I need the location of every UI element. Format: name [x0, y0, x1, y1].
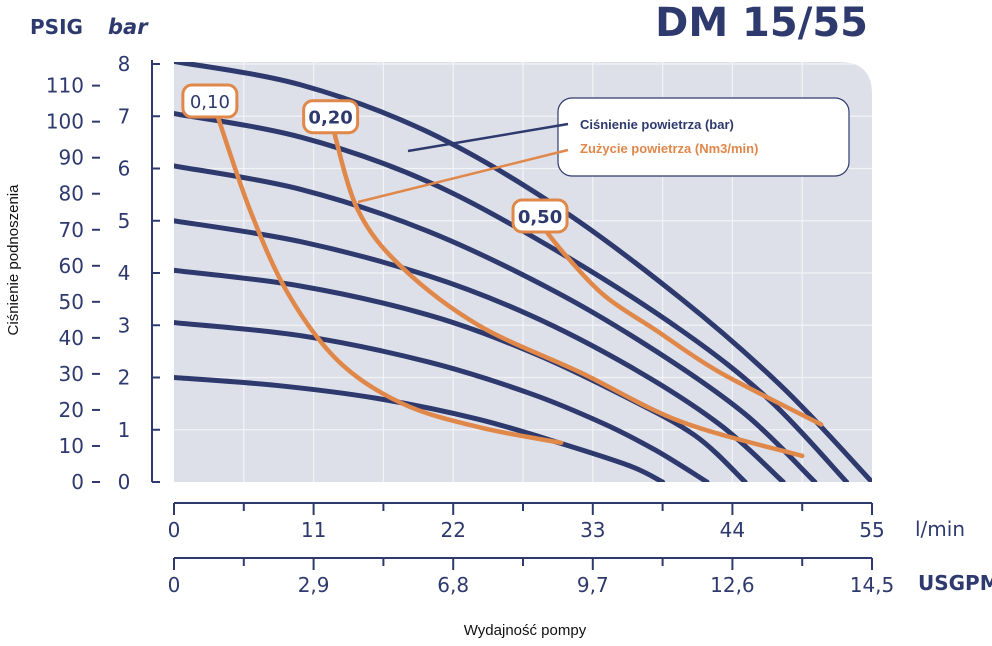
x-axis-label: Wydajność pompy: [464, 622, 587, 639]
consumption-label: 0,50: [511, 198, 569, 234]
consumption-labels: 0,10 0,20 0,50: [181, 83, 569, 234]
air-consumption-curve: [213, 108, 564, 446]
x-tick-label-usgpm: 2,9: [298, 573, 330, 597]
legend-box: [557, 97, 850, 177]
consumption-label-text: 0,20: [308, 108, 352, 129]
y-tick-label-bar: 2: [118, 366, 131, 390]
y-tick-label-psig: 50: [59, 290, 84, 314]
air-consumption-curve: [330, 124, 805, 459]
air-pressure-curve: [174, 163, 818, 482]
y-tick-label-bar: 1: [118, 418, 131, 442]
consumption-label-box: [302, 99, 360, 135]
y-tick-label-psig: 60: [59, 254, 84, 278]
y-tick-label-bar: 0: [118, 470, 131, 494]
consumption-label-box: [511, 198, 569, 234]
chart-title: DM 15/55: [655, 0, 868, 46]
consumption-label-text: 0,50: [518, 207, 562, 228]
y-tick-label-bar: 8: [118, 52, 131, 76]
consumption-label: 0,10: [181, 83, 239, 119]
x-tick-label-lmin: 0: [168, 518, 181, 542]
y-tick-label-psig: 30: [59, 362, 84, 386]
y-tick-label-psig: 0: [71, 470, 84, 494]
x-tick-label-usgpm: 9,7: [577, 573, 609, 597]
legend-air-pressure: Ciśnienie powietrza (bar): [580, 117, 734, 132]
y-tick-label-psig: 100: [46, 110, 84, 134]
x-tick-label-lmin: 22: [440, 518, 465, 542]
x-tick-label-usgpm: 12,6: [710, 573, 755, 597]
leader-air-pressure: [407, 122, 569, 153]
consumption-label: 0,20: [302, 99, 360, 135]
x-tick-label-lmin: 33: [580, 518, 605, 542]
air-pressure-curve: [174, 218, 786, 482]
curves: [174, 62, 872, 482]
x-tick-label-lmin: 11: [301, 518, 326, 542]
air-pressure-curve: [174, 320, 710, 482]
y-tick-label-psig: 70: [59, 218, 84, 242]
x-tick-label-usgpm: 0: [168, 573, 181, 597]
y-tick-label-psig: 90: [59, 146, 84, 170]
y-tick-label-bar: 7: [118, 104, 131, 128]
air-consumption-curve: [539, 223, 824, 427]
consumption-label-box: [181, 83, 239, 119]
x-tick-label-usgpm: 6,8: [437, 573, 469, 597]
y-unit-psig: PSIG: [30, 15, 83, 39]
x-tick-label-lmin: 44: [720, 518, 745, 542]
x-tick-label-lmin: 55: [859, 518, 884, 542]
legend-air-consumption: Zużycie powietrza (Nm3/min): [580, 141, 758, 156]
y-tick-label-psig: 110: [46, 74, 84, 98]
consumption-label-text: 0,10: [190, 92, 230, 113]
y-tick-label-psig: 40: [59, 326, 84, 350]
y-tick-label-psig: 20: [59, 398, 84, 422]
y-tick-label-bar: 4: [118, 261, 131, 285]
y-unit-bar: bar: [108, 15, 149, 39]
y-tick-label-bar: 6: [118, 157, 131, 181]
y-tick-label-psig: 80: [59, 182, 84, 206]
x-unit-usgpm: USGPM: [918, 571, 992, 595]
y-tick-label-bar: 3: [118, 313, 131, 337]
legend: Ciśnienie powietrza (bar) Zużycie powiet…: [557, 97, 850, 177]
leader-air-consumption: [357, 148, 569, 204]
x-unit-lmin: l/min: [915, 517, 965, 541]
air-pressure-curve: [174, 375, 666, 482]
y-tick-label-bar: 5: [118, 209, 131, 233]
x-tick-label-usgpm: 14,5: [850, 573, 895, 597]
legend-leaders: [357, 122, 569, 204]
y-axis-label: Ciśnienie podnoszenia: [5, 184, 22, 336]
y-tick-label-psig: 10: [59, 434, 84, 458]
